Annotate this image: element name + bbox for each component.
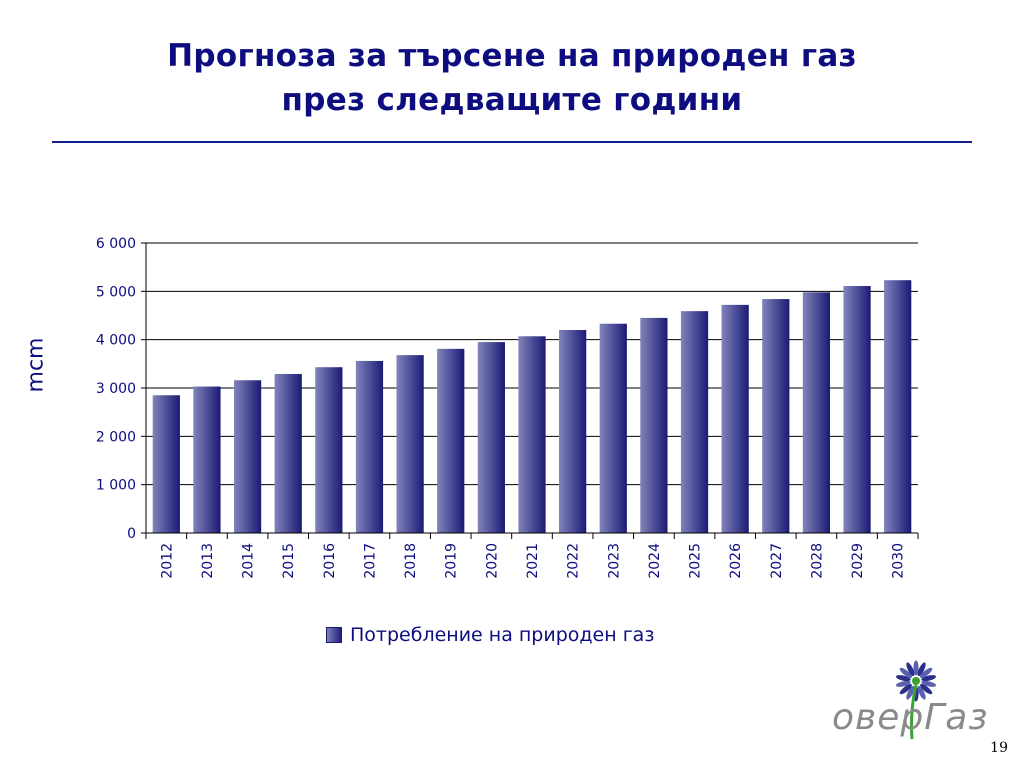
- logo-stem: [910, 684, 918, 740]
- x-tick-label: 2014: [241, 543, 257, 579]
- x-tick-label: 2019: [444, 543, 460, 579]
- tick-labels: 0 1 000 2 000 3 000 4 000 5 000 6 000 2012 2013 2…: [96, 236, 907, 579]
- y-axis-label: mcm: [20, 338, 52, 393]
- legend-label: Потребление на природен газ: [350, 624, 655, 646]
- bar-2020: [477, 342, 505, 533]
- bar-2027: [762, 299, 790, 533]
- x-tick-label: 2020: [484, 543, 500, 579]
- y-tick-label: 0: [127, 526, 136, 542]
- y-tick-label: 2 000: [96, 429, 136, 445]
- x-tick-label: 2015: [281, 543, 297, 579]
- overgas-logo: оверГаз: [826, 655, 1006, 750]
- flower-icon: [895, 660, 937, 740]
- title-line-1: Прогноза за търсене на природен газ: [167, 38, 857, 74]
- x-tick-label: 2016: [322, 543, 338, 579]
- y-tick-label: 5 000: [96, 284, 136, 300]
- bar-2030: [884, 280, 912, 533]
- logo-center: [912, 677, 920, 685]
- bar-2016: [315, 367, 343, 533]
- y-tick-label: 3 000: [96, 381, 136, 397]
- x-tick-label: 2026: [728, 543, 744, 579]
- bars: [152, 280, 912, 533]
- bar-2013: [193, 386, 221, 533]
- bar-2017: [355, 360, 384, 533]
- x-tick-label: 2021: [525, 543, 541, 579]
- x-tick-label: 2023: [606, 543, 622, 579]
- y-axis-label-text: mcm: [23, 337, 49, 393]
- y-tick-label: 4 000: [96, 333, 136, 349]
- y-tick-label: 1 000: [96, 478, 136, 494]
- y-tick-label: 6 000: [96, 236, 136, 252]
- x-tick-label: 2013: [200, 543, 216, 579]
- x-tick-label: 2028: [809, 543, 825, 579]
- logo-wordmark: оверГаз: [832, 697, 989, 738]
- bar-2029: [843, 286, 871, 533]
- x-tick-label: 2029: [850, 543, 866, 579]
- x-tick-label: 2022: [566, 543, 582, 579]
- legend-swatch: [326, 627, 342, 643]
- x-tick-label: 2017: [362, 543, 378, 579]
- bar-2022: [559, 330, 587, 533]
- logo-petal: [913, 660, 919, 676]
- x-tick-label: 2018: [403, 543, 419, 579]
- logo-petal: [917, 662, 926, 677]
- x-tick-label: 2030: [891, 543, 907, 579]
- bar-2026: [721, 304, 749, 533]
- bar-2012: [152, 395, 180, 533]
- bar-2025: [680, 311, 709, 533]
- bar-chart: 0 1 000 2 000 3 000 4 000 5 000 6 000 2012 2013 2…: [96, 236, 919, 579]
- axes: [141, 242, 919, 539]
- logo-petal: [899, 667, 912, 678]
- logo-petal: [906, 662, 915, 677]
- title-divider: [52, 141, 972, 143]
- x-tick-label: 2027: [769, 543, 785, 579]
- logo-petal: [920, 684, 933, 695]
- logo-petal: [895, 680, 911, 687]
- logo-petal: [920, 667, 933, 678]
- x-tick-label: 2025: [688, 543, 704, 579]
- legend: Потребление на природен газ: [326, 622, 654, 648]
- slide-title: Прогноза за търсене на природен газ през…: [0, 34, 1024, 122]
- logo-petal: [899, 684, 912, 695]
- logo-petal: [906, 685, 915, 700]
- logo-petal: [921, 675, 937, 682]
- bar-2021: [518, 336, 546, 533]
- x-tick-label: 2024: [647, 543, 663, 579]
- bar-2015: [274, 373, 302, 533]
- bar-2018: [396, 355, 424, 533]
- bar-2023: [599, 323, 627, 533]
- bar-2019: [437, 348, 465, 533]
- bar-2028: [802, 292, 831, 533]
- bar-2014: [233, 380, 262, 533]
- logo-petal: [917, 685, 926, 700]
- bar-2024: [640, 317, 668, 533]
- title-line-2: през следващите години: [281, 82, 743, 118]
- x-tick-label: 2012: [159, 543, 175, 579]
- page-number: 19: [990, 740, 1008, 756]
